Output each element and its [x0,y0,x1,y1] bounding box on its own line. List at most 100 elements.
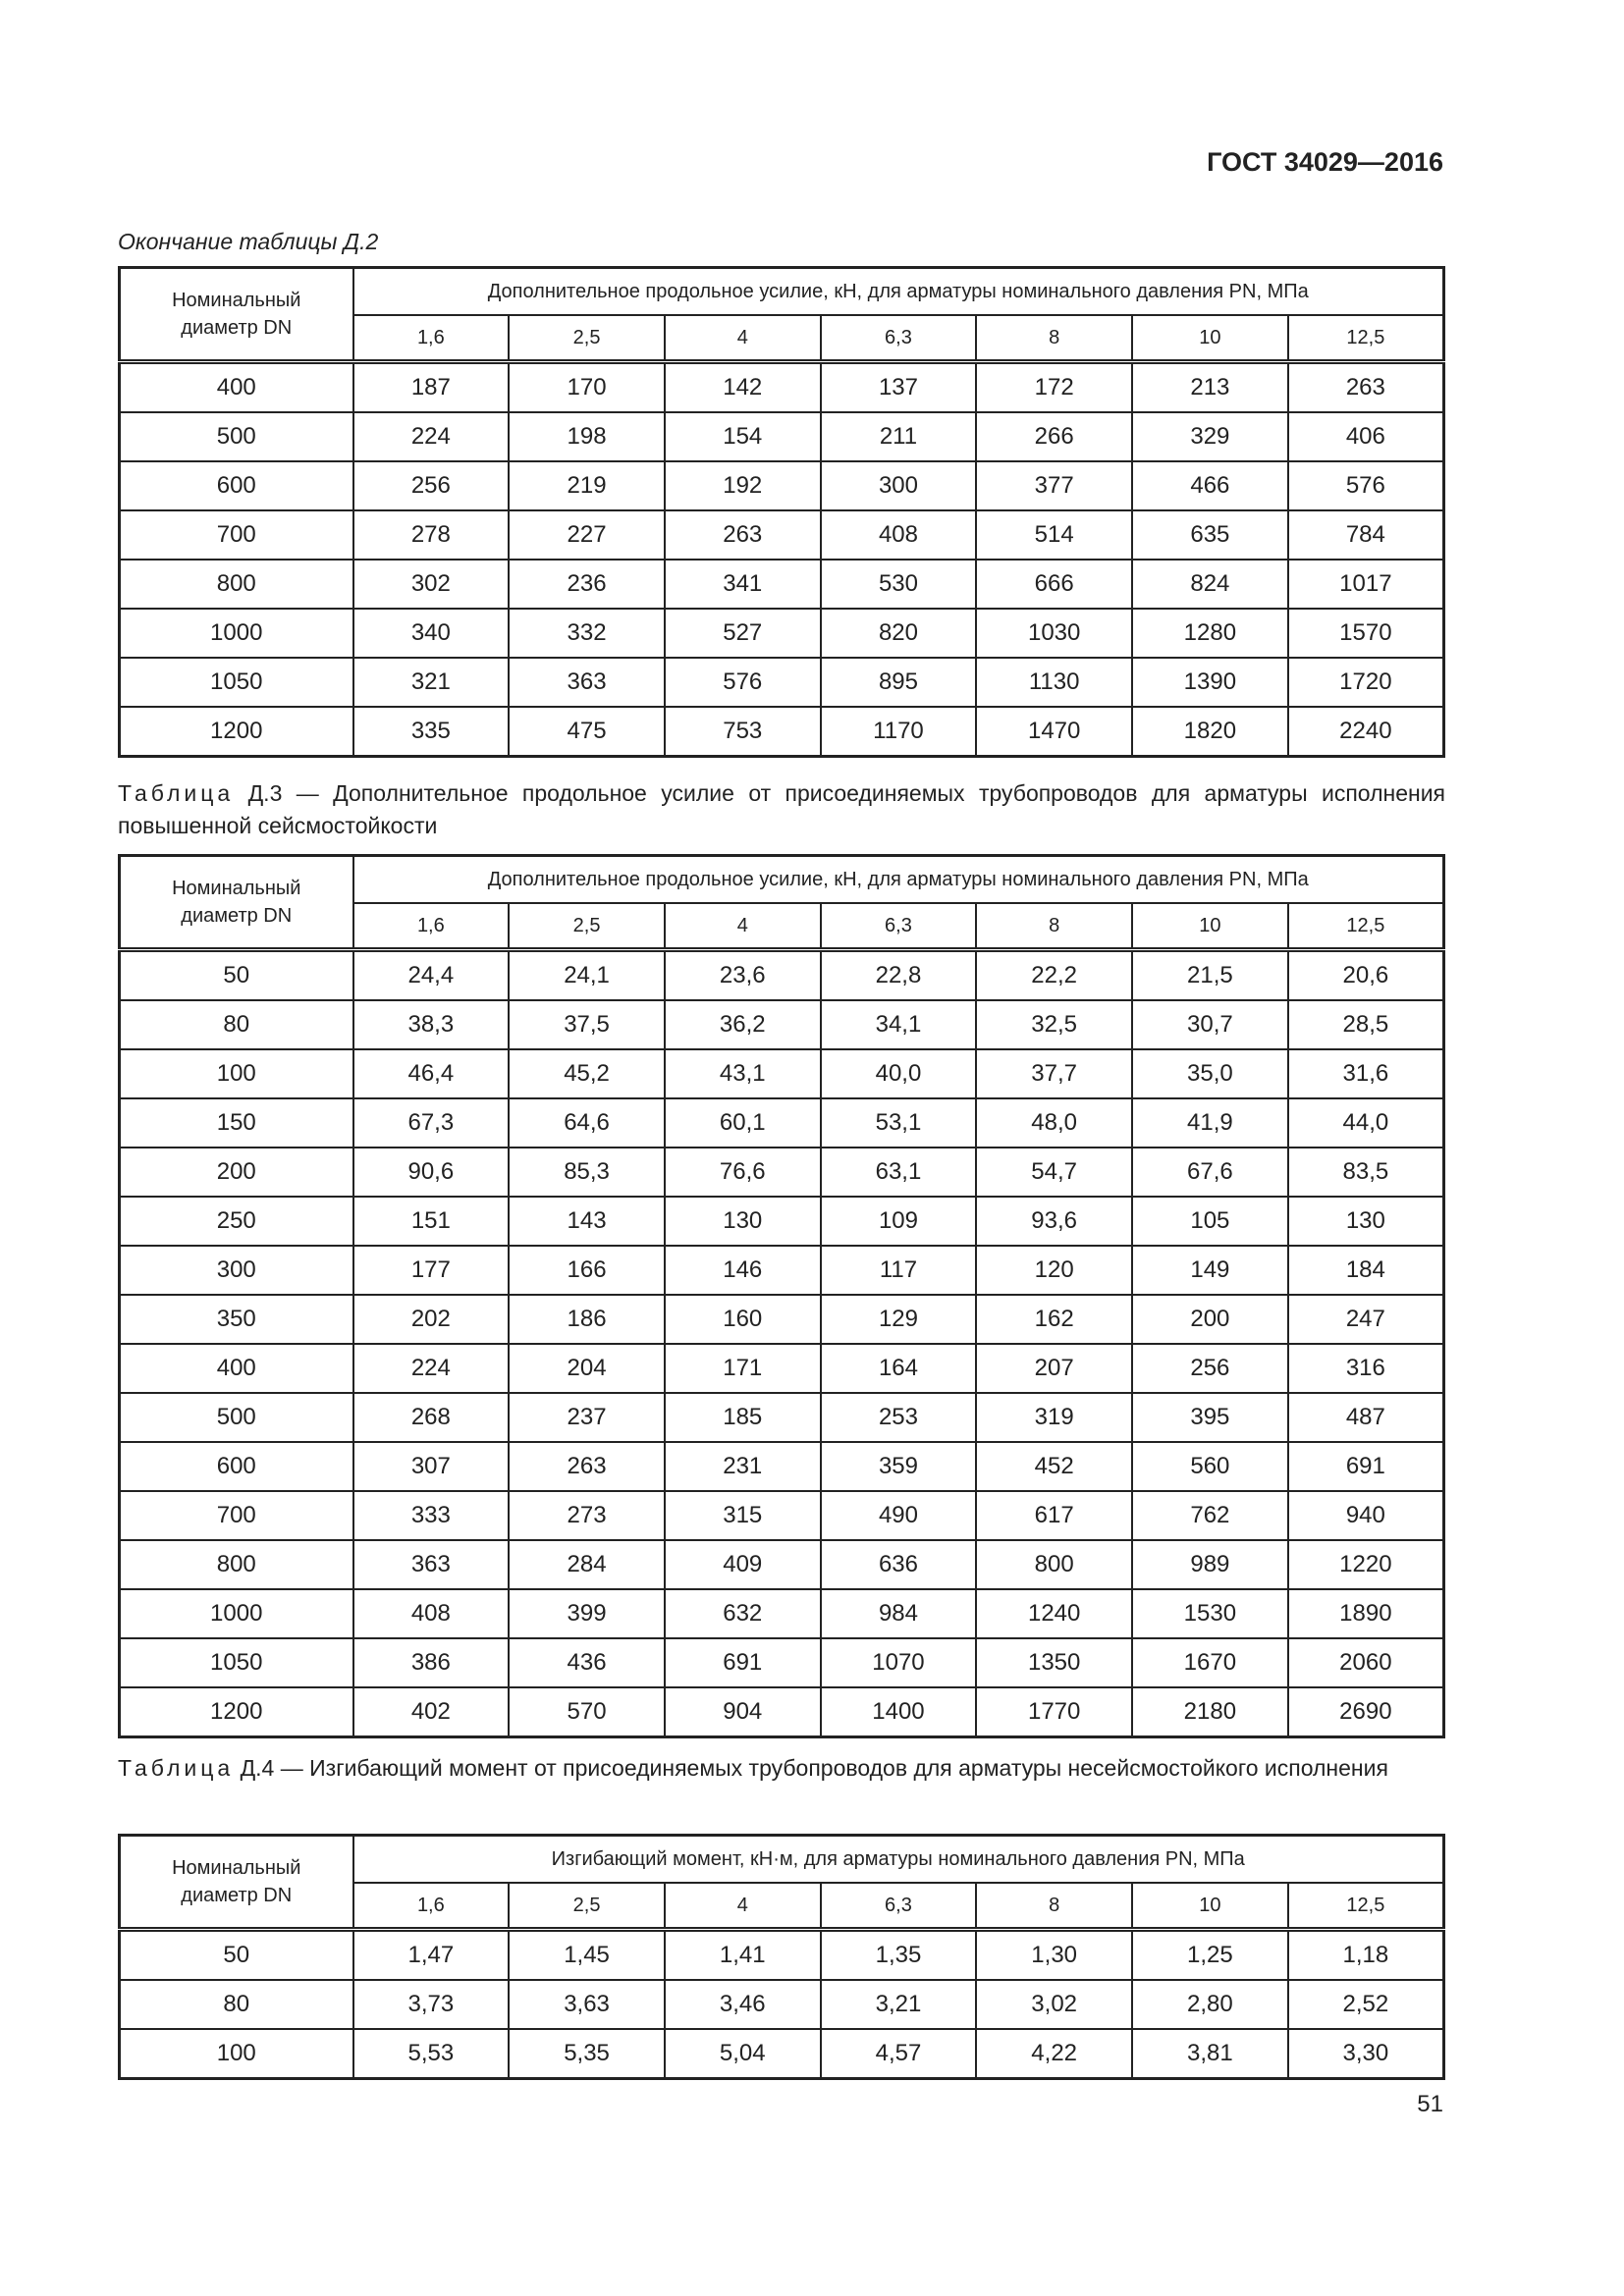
value-cell: 784 [1286,509,1445,561]
value-cell: 452 [975,1441,1134,1492]
table-row: 1050 321 363 576 895 1130 1390 1720 [118,657,1445,708]
value-cell: 21,5 [1131,948,1289,1001]
value-cell: 43,1 [663,1048,822,1099]
table-row: 1200 335 475 753 1170 1470 1820 2240 [118,706,1445,758]
value-cell: 940 [1286,1490,1445,1541]
value-cell: 487 [1286,1392,1445,1443]
value-cell: 164 [819,1343,978,1394]
pn-column-header: 1,6 [352,314,511,364]
table-caption: Таблица Д.4 — Изгибающий момент от присо… [118,1752,1445,1785]
value-cell: 319 [975,1392,1134,1443]
value-cell: 321 [352,657,511,708]
value-cell: 34,1 [819,999,978,1050]
pn-column-header: 12,5 [1286,902,1445,952]
table-row: 800 363 284 409 636 800 989 1220 [118,1539,1445,1590]
table-caption-prefix: Таблица [118,780,235,806]
value-cell: 117 [819,1245,978,1296]
table-row: 200 90,6 85,3 76,6 63,1 54,7 67,6 83,5 [118,1147,1445,1198]
value-cell: 268 [352,1392,511,1443]
value-cell: 2690 [1286,1686,1445,1738]
table-row: 50 24,4 24,1 23,6 22,8 22,2 21,5 20,6 [118,948,1445,1001]
pn-column-header: 2,5 [508,902,666,952]
value-cell: 666 [975,559,1134,610]
value-cell: 3,81 [1131,2028,1289,2080]
pn-header-row: 1,6 2,5 4 6,3 8 10 12,5 [120,1882,1445,1932]
value-cell: 395 [1131,1392,1289,1443]
value-cell: 3,73 [352,1979,511,2030]
value-cell: 302 [352,559,511,610]
value-cell: 1170 [819,706,978,758]
value-cell: 2,80 [1131,1979,1289,2030]
value-cell: 185 [663,1392,822,1443]
pn-header-row: 1,6 2,5 4 6,3 8 10 12,5 [120,314,1445,364]
value-cell: 48,0 [975,1097,1134,1148]
value-cell: 67,3 [352,1097,511,1148]
dn-cell: 1200 [118,706,354,758]
dn-cell: 1000 [118,608,354,659]
value-cell: 402 [352,1686,511,1738]
value-cell: 105 [1131,1196,1289,1247]
pn-column-header: 10 [1131,902,1289,952]
value-cell: 202 [352,1294,511,1345]
value-cell: 41,9 [1131,1097,1289,1148]
value-cell: 63,1 [819,1147,978,1198]
pn-column-header: 2,5 [508,314,666,364]
value-cell: 1890 [1286,1588,1445,1639]
dn-cell: 50 [118,1928,354,1981]
table-row: 400 224 204 171 164 207 256 316 [118,1343,1445,1394]
dn-cell: 800 [118,559,354,610]
dn-cell: 1200 [118,1686,354,1738]
table-row: 350 202 186 160 129 162 200 247 [118,1294,1445,1345]
value-cell: 1070 [819,1637,978,1688]
value-cell: 263 [508,1441,666,1492]
dn-cell: 100 [118,1048,354,1099]
value-cell: 109 [819,1196,978,1247]
table-caption-prefix: Таблица [118,1755,235,1781]
dn-cell: 600 [118,460,354,511]
dn-cell: 500 [118,1392,354,1443]
value-cell: 186 [508,1294,666,1345]
value-cell: 45,2 [508,1048,666,1099]
value-cell: 142 [663,360,822,413]
value-cell: 200 [1131,1294,1289,1345]
pn-column-header: 8 [975,314,1134,364]
value-cell: 149 [1131,1245,1289,1296]
value-cell: 1130 [975,657,1134,708]
value-cell: 1770 [975,1686,1134,1738]
value-cell: 278 [352,509,511,561]
value-cell: 24,4 [352,948,511,1001]
dn-header: Номинальный диаметр DN [118,266,354,364]
value-cell: 2240 [1286,706,1445,758]
dn-cell: 80 [118,1979,354,2030]
data-table: Номинальный диаметр DN Изгибающий момент, … [118,1834,1445,2080]
value-cell: 40,0 [819,1048,978,1099]
value-cell: 560 [1131,1441,1289,1492]
value-cell: 53,1 [819,1097,978,1148]
dn-cell: 50 [118,948,354,1001]
value-cell: 1,18 [1286,1928,1445,1981]
table-row: 700 278 227 263 408 514 635 784 [118,509,1445,561]
table-row: 400 187 170 142 137 172 213 263 [118,360,1445,413]
value-cell: 93,6 [975,1196,1134,1247]
pn-column-header: 8 [975,1882,1134,1932]
value-cell: 224 [352,411,511,462]
table-row: 100 5,53 5,35 5,04 4,57 4,22 3,81 3,30 [118,2028,1445,2080]
value-cell: 363 [352,1539,511,1590]
value-cell: 300 [819,460,978,511]
value-cell: 1280 [1131,608,1289,659]
value-cell: 359 [819,1441,978,1492]
value-cell: 253 [819,1392,978,1443]
table-row: 250 151 143 130 109 93,6 105 130 [118,1196,1445,1247]
value-cell: 4,22 [975,2028,1134,2080]
dn-header: Номинальный диаметр DN [118,854,354,952]
table-row: 100 46,4 45,2 43,1 40,0 37,7 35,0 31,6 [118,1048,1445,1099]
value-cell: 332 [508,608,666,659]
value-cell: 409 [663,1539,822,1590]
value-cell: 333 [352,1490,511,1541]
value-cell: 28,5 [1286,999,1445,1050]
value-cell: 436 [508,1637,666,1688]
pn-column-header: 4 [663,902,822,952]
value-cell: 44,0 [1286,1097,1445,1148]
value-cell: 1530 [1131,1588,1289,1639]
value-cell: 632 [663,1588,822,1639]
